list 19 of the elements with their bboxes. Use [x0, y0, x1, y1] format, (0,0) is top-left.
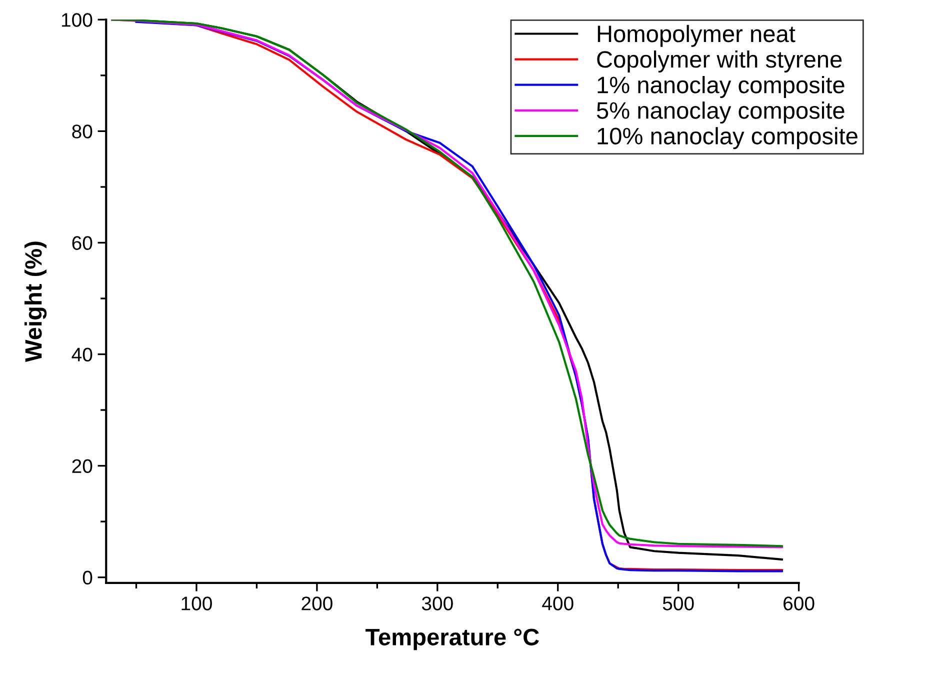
x-tick-label: 200	[302, 596, 332, 610]
legend-label: Homopolymer neat	[598, 24, 796, 47]
x-tick-label: 300	[422, 596, 453, 610]
y-axis-title: Weight (%)	[24, 242, 47, 362]
y-tick-label: 100	[62, 13, 92, 27]
x-tick-label: 600	[784, 596, 814, 610]
y-tick-label: 40	[72, 348, 92, 362]
legend-label: 5% nanoclay composite	[596, 102, 844, 124]
legend-label: 10% nanoclay composite	[598, 127, 858, 150]
x-tick-label: 100	[182, 596, 212, 610]
y-tick-label: 60	[72, 236, 92, 250]
x-tick-label: 500	[662, 596, 694, 610]
x-tick-label: 400	[542, 596, 574, 610]
legend-label: Copolymer with styrene	[597, 50, 842, 72]
y-tick-label: 20	[72, 459, 92, 474]
legend-label: 1% nanoclay composite	[598, 76, 844, 98]
y-tick-label: 80	[72, 124, 92, 138]
x-axis-title: Temperature °C	[366, 628, 539, 650]
y-tick-label: 0	[82, 570, 92, 585]
